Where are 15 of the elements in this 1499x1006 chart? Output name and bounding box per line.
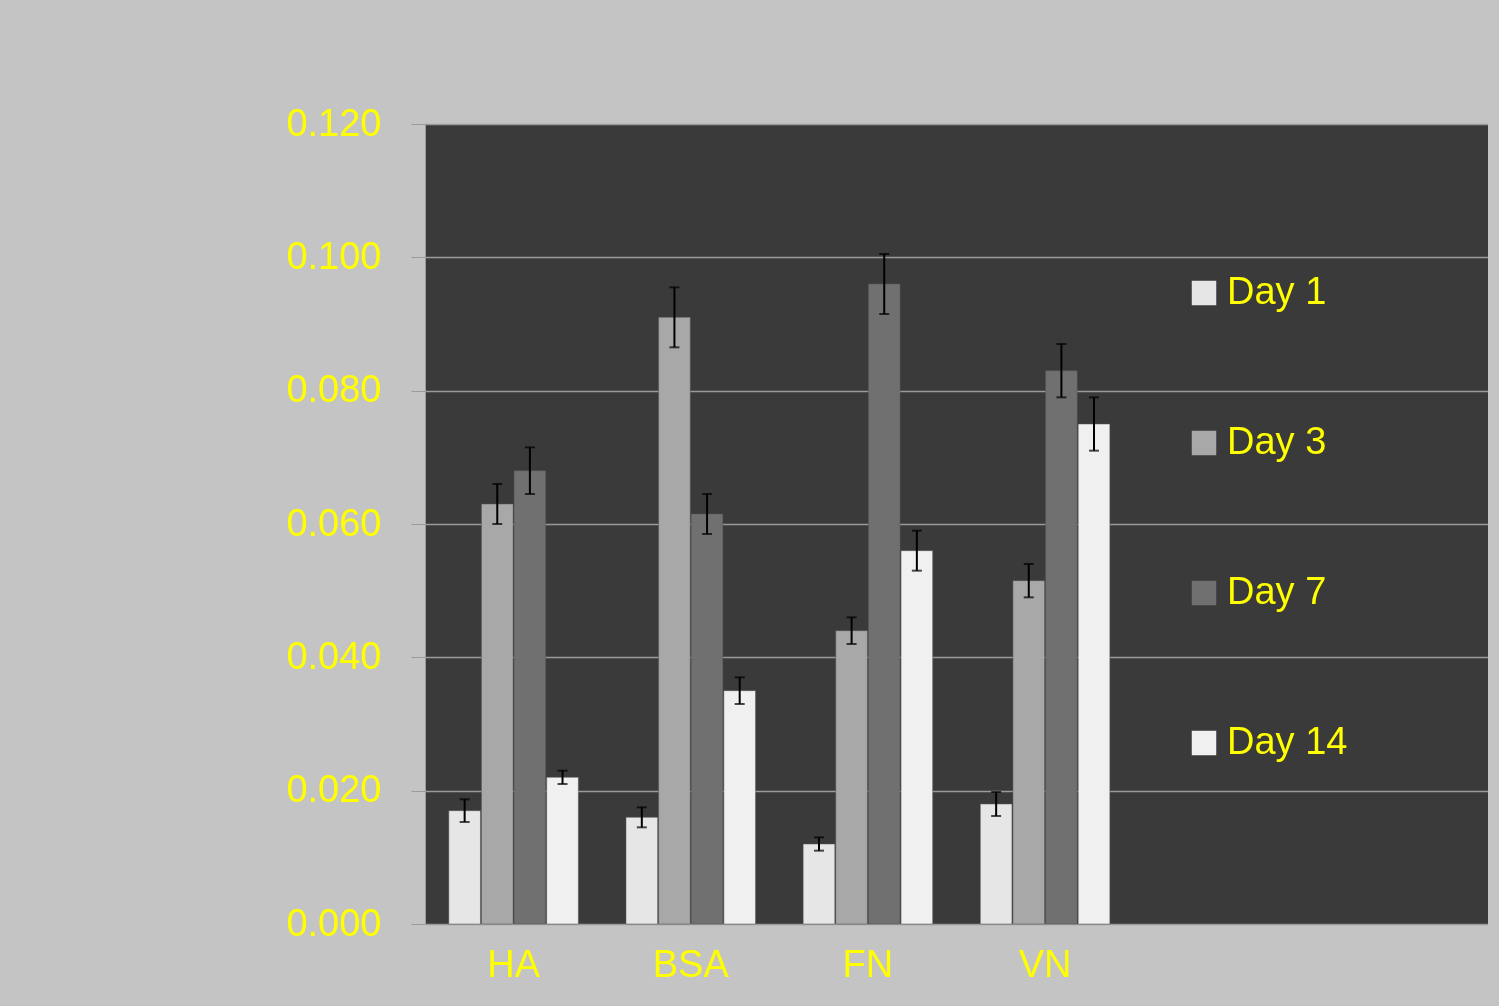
- x-tick-label: HA: [487, 942, 541, 985]
- legend-label: Day 7: [1227, 570, 1327, 612]
- legend-label: Day 1: [1227, 270, 1327, 312]
- x-tick-label: FN: [842, 942, 894, 985]
- y-tick-label: 0.020: [286, 768, 382, 811]
- y-tick-label: 0.100: [286, 234, 382, 277]
- y-tick-label: 0.060: [286, 501, 382, 544]
- y-tick-label: 0.120: [286, 101, 382, 144]
- legend-label: Day 3: [1227, 420, 1327, 462]
- x-tick-label: BSA: [652, 942, 730, 985]
- y-tick-label: 0.040: [286, 634, 382, 677]
- y-tick-label: 0.000: [286, 901, 382, 944]
- x-tick-label: VN: [1018, 942, 1072, 985]
- y-tick-label: 0.080: [286, 368, 382, 411]
- legend-label: Day 14: [1227, 720, 1348, 762]
